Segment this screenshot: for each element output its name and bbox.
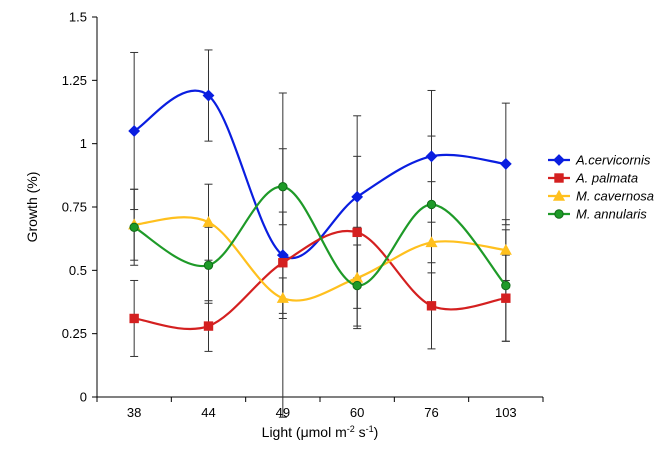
legend-label-a-palmata: A. palmata [575, 171, 638, 186]
data-point-a-cervicornis [351, 190, 364, 203]
series-line-m-annularis [133, 185, 507, 287]
legend-marker-m-annularis [554, 209, 564, 219]
data-point-a-cervicornis [499, 158, 512, 170]
data-point-a-palmata [426, 301, 437, 311]
legend-marker-a-palmata [554, 173, 564, 183]
error-bars [130, 49, 510, 418]
legend-marker-a-cervicornis [553, 154, 565, 166]
x-tick-label: 60 [350, 405, 364, 420]
data-point-a-cervicornis [128, 125, 141, 137]
y-tick-label: 1.5 [69, 10, 87, 25]
data-point-m-annularis [203, 260, 214, 270]
x-tick-label: 38 [127, 405, 141, 420]
x-tick-label: 103 [495, 405, 517, 420]
y-axis-title: Growth (%) [24, 172, 40, 243]
series-lines [133, 89, 507, 331]
series-line-a-cervicornis [133, 89, 506, 259]
data-point-m-cavernosa [499, 243, 512, 255]
data-point-a-palmata [203, 321, 214, 331]
legend-label-m-cavernosa: M. cavernosa [576, 189, 654, 204]
data-point-m-cavernosa [276, 291, 289, 303]
y-tick-label: 0.5 [69, 263, 87, 278]
x-tick-label: 44 [201, 405, 215, 420]
data-point-m-cavernosa [202, 215, 215, 227]
data-point-m-annularis [426, 199, 437, 210]
data-point-a-palmata [129, 313, 139, 324]
data-point-a-palmata [352, 227, 362, 238]
data-point-m-annularis [352, 280, 362, 291]
data-point-a-palmata [501, 293, 511, 303]
y-tick-label: 1 [80, 136, 87, 151]
data-point-m-cavernosa [425, 236, 438, 248]
data-point-m-annularis [129, 222, 139, 232]
legend-label-m-annularis: M. annularis [576, 207, 647, 222]
y-tick-label: 1.25 [62, 73, 87, 88]
y-tick-label: 0 [80, 390, 87, 405]
y-tick-label: 0.75 [62, 200, 87, 215]
legend-label-a-cervicornis: A.cervicornis [575, 153, 651, 168]
data-point-a-cervicornis [202, 89, 215, 102]
y-tick-label: 0.25 [62, 326, 87, 341]
data-point-m-annularis [501, 280, 511, 291]
data-point-m-annularis [278, 182, 288, 192]
legend: A.cervicornis A. palmata M. cavernosa M. an… [548, 153, 654, 222]
legend-marker-m-cavernosa [552, 189, 566, 201]
series-markers [128, 89, 512, 331]
data-point-a-palmata [278, 258, 288, 268]
series-line-m-cavernosa [134, 216, 506, 302]
x-tick-label: 76 [424, 405, 438, 420]
data-point-a-cervicornis [425, 150, 438, 163]
series-line-a-palmata [134, 229, 507, 331]
x-axis-title: Light (μmol m-2 s-1) [262, 424, 379, 440]
